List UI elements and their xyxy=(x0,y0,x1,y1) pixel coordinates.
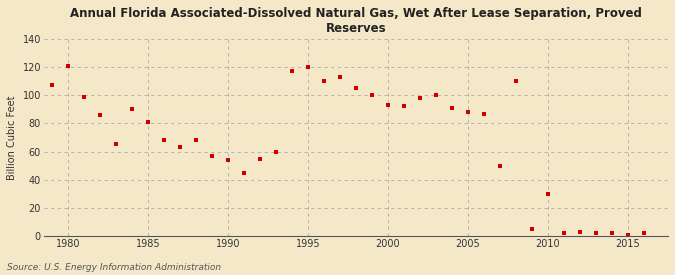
Text: Source: U.S. Energy Information Administration: Source: U.S. Energy Information Administ… xyxy=(7,263,221,272)
Title: Annual Florida Associated-Dissolved Natural Gas, Wet After Lease Separation, Pro: Annual Florida Associated-Dissolved Natu… xyxy=(70,7,642,35)
Y-axis label: Billion Cubic Feet: Billion Cubic Feet xyxy=(7,95,17,180)
